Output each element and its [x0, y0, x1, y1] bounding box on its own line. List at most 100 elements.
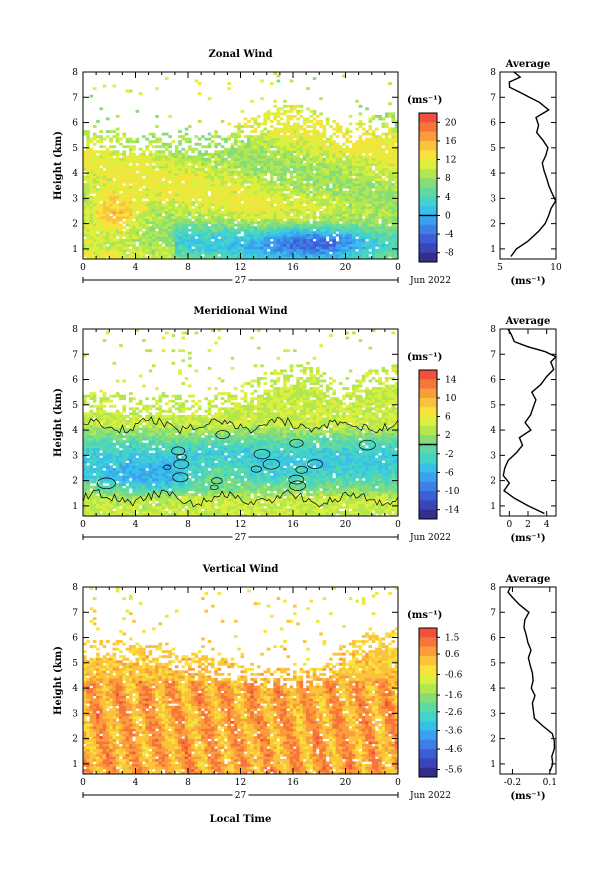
- heat-cell: [361, 168, 366, 171]
- heat-cell: [89, 425, 94, 428]
- heat-cell: [299, 165, 304, 169]
- heat-cell: [197, 218, 202, 222]
- heat-cell: [296, 223, 300, 227]
- heat-cell: [168, 157, 172, 161]
- heat-cell: [168, 150, 172, 154]
- heat-cell: [165, 223, 169, 227]
- heat-cell: [322, 170, 327, 174]
- heat-cell: [99, 226, 104, 230]
- heat-cell: [309, 173, 314, 176]
- heat-cell: [391, 210, 396, 214]
- heat-cell: [224, 178, 228, 182]
- heat-cell: [224, 248, 228, 252]
- heat-cell: [83, 480, 87, 484]
- heat-cell: [322, 175, 327, 179]
- heat-cell: [102, 150, 107, 154]
- heat-cell: [240, 216, 245, 219]
- heat-cell: [220, 205, 225, 209]
- heat-cell: [210, 135, 215, 139]
- heat-cell: [89, 210, 94, 214]
- heat-cell: [230, 183, 235, 187]
- heat-cell: [355, 251, 359, 255]
- heat-cell: [230, 228, 235, 232]
- heat-cell: [132, 216, 136, 219]
- heat-cell: [181, 251, 186, 255]
- heat-cell: [361, 147, 366, 151]
- heat-cell: [102, 160, 107, 164]
- heat-cell: [214, 243, 218, 247]
- heat-cell: [381, 183, 386, 187]
- heat-cell: [270, 162, 274, 166]
- heat-cell: [83, 226, 87, 230]
- heat-cell: [86, 447, 90, 451]
- heat-cell: [171, 168, 176, 171]
- heat-cell: [256, 188, 261, 192]
- heat-cell: [348, 160, 353, 164]
- heat-cell: [302, 223, 307, 227]
- heat-cell: [312, 122, 317, 126]
- heat-cell: [253, 157, 258, 161]
- heat-cell: [289, 157, 294, 161]
- heat-cell: [361, 205, 366, 209]
- heat-cell: [92, 437, 97, 441]
- heat-cell: [342, 223, 346, 227]
- heat-cell: [99, 188, 104, 192]
- heat-cell: [102, 193, 107, 197]
- heat-cell: [342, 198, 346, 202]
- heat-cell: [361, 185, 366, 189]
- heat-cell: [174, 241, 179, 245]
- heat-cell: [368, 198, 373, 202]
- heat-cell: [217, 188, 222, 192]
- heat-cell: [306, 251, 310, 255]
- heat-cell: [112, 173, 117, 176]
- heat-cell: [86, 256, 90, 260]
- heat-cell: [102, 228, 107, 232]
- heat-cell: [335, 226, 340, 230]
- heat-cell: [283, 241, 287, 245]
- heat-cell: [99, 445, 104, 449]
- heat-cell: [247, 233, 251, 237]
- heat-cell: [365, 157, 369, 161]
- heat-cell: [338, 213, 343, 217]
- heat-cell: [358, 198, 363, 202]
- heat-cell: [315, 114, 320, 118]
- heat-cell: [191, 243, 195, 247]
- heat-cell: [83, 218, 87, 222]
- heat-cell: [279, 152, 284, 156]
- heat-cell: [184, 251, 189, 255]
- heat-cell: [247, 185, 251, 189]
- heat-cell: [188, 137, 192, 141]
- heat-cell: [361, 256, 366, 260]
- heat-cell: [250, 195, 254, 199]
- heat-cell: [233, 190, 238, 194]
- heat-cell: [89, 248, 94, 252]
- heat-cell: [201, 236, 205, 240]
- heat-cell: [299, 132, 304, 136]
- heat-cell: [312, 117, 317, 121]
- heat-cell: [348, 170, 353, 174]
- heat-cell: [270, 160, 274, 164]
- heat-cell: [371, 241, 376, 245]
- heat-cell: [214, 233, 218, 237]
- heat-cell: [204, 188, 209, 192]
- heat-cell: [96, 460, 100, 464]
- heat-cell: [122, 168, 127, 171]
- heat-cell: [338, 173, 343, 176]
- heat-cell: [247, 145, 251, 149]
- heat-cell: [325, 231, 330, 235]
- heat-cell: [329, 198, 333, 202]
- heat-cell: [355, 221, 359, 224]
- heat-cell: [296, 226, 300, 230]
- heat-cell: [178, 178, 182, 182]
- heat-cell: [358, 210, 363, 214]
- heat-cell: [174, 183, 179, 187]
- heat-cell: [250, 175, 254, 179]
- heat-cell: [381, 193, 386, 197]
- heat-cell: [388, 173, 392, 176]
- heat-cell: [312, 142, 317, 146]
- heat-cell: [332, 193, 337, 197]
- heat-cell: [240, 162, 245, 166]
- heat-cell: [309, 195, 314, 199]
- heat-cell: [256, 150, 261, 154]
- heat-cell: [345, 137, 350, 141]
